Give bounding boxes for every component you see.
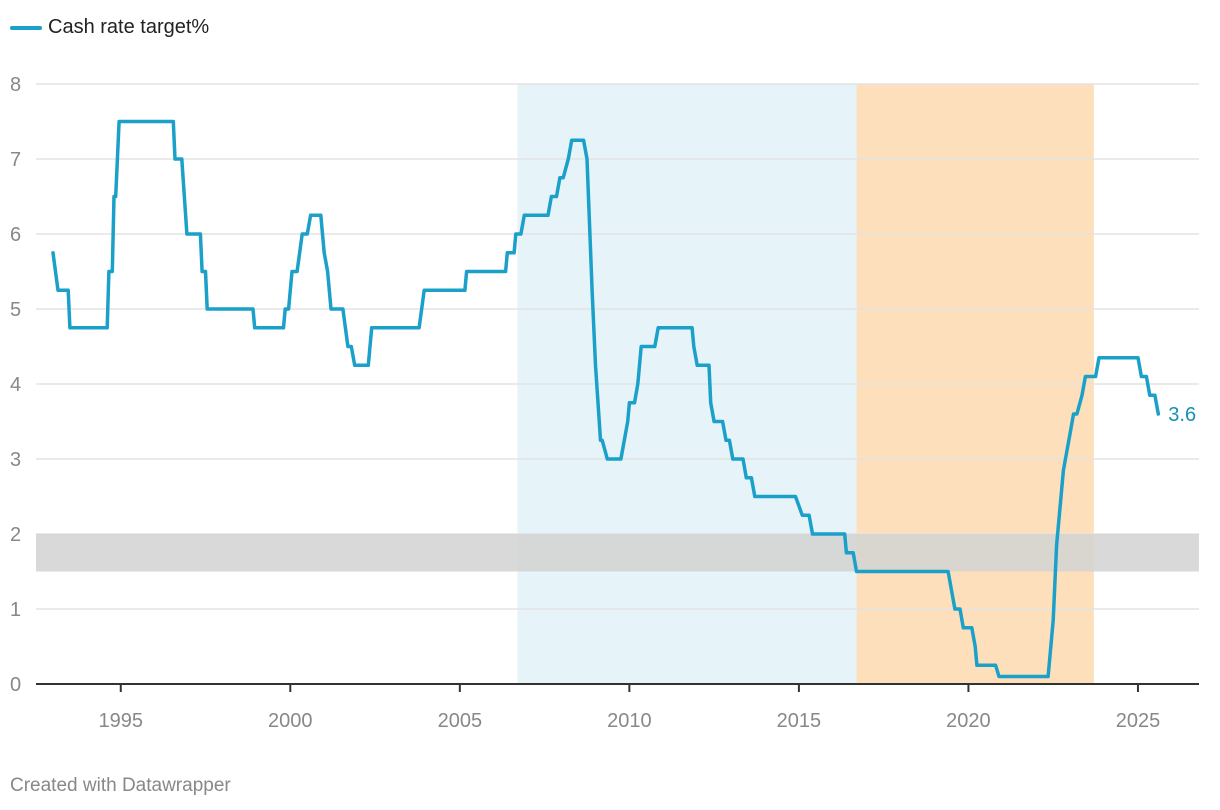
series-layer [51, 119, 1161, 679]
y-tick-label: 2 [10, 524, 21, 546]
credit-text: Created with Datawrapper [10, 775, 231, 796]
target-band-layer [36, 534, 1199, 572]
y-axis-ticks: 0 1 2 3 4 5 6 7 8 [10, 74, 21, 696]
y-tick-label: 1 [10, 599, 21, 621]
y-tick-label: 8 [10, 74, 21, 96]
y-tick-label: 5 [10, 299, 21, 321]
y-tick-label: 4 [10, 374, 21, 396]
y-tick-label: 3 [10, 449, 21, 471]
target-band [36, 534, 1199, 572]
series-line-1 [51, 119, 1161, 679]
y-tick-label: 7 [10, 149, 21, 171]
x-tick-label: 2015 [777, 710, 822, 732]
x-axis-ticks: 1995 2000 2005 2010 2015 2020 2025 [99, 684, 1161, 732]
x-tick-label: 2000 [268, 710, 313, 732]
x-tick-label: 1995 [99, 710, 144, 732]
legend: Cash rate target% [10, 16, 209, 39]
x-tick-label: 2010 [607, 710, 652, 732]
y-tick-label: 6 [10, 224, 21, 246]
x-tick-label: 2005 [438, 710, 483, 732]
x-tick-label: 2025 [1116, 710, 1161, 732]
end-value-label: 3.6 [1168, 404, 1196, 426]
x-tick-label: 2020 [946, 710, 991, 732]
y-tick-label: 0 [10, 674, 21, 696]
legend-label: Cash rate target% [48, 16, 210, 38]
legend-swatch [10, 25, 42, 30]
